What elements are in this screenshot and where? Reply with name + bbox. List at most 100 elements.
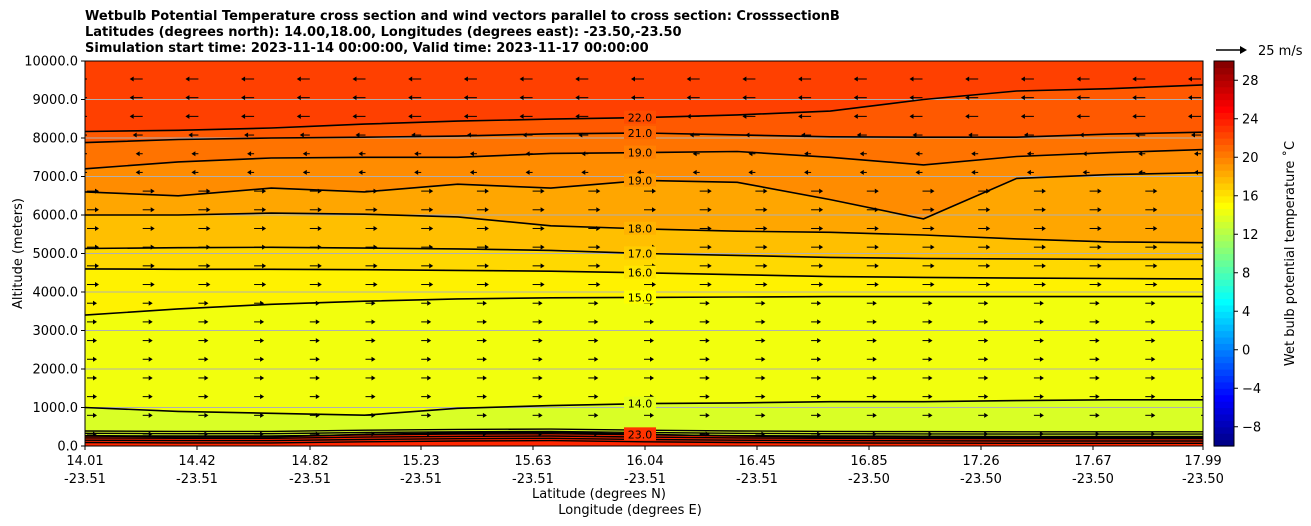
colorbar-segment [1214, 388, 1234, 396]
wind-vector-head [631, 95, 635, 101]
y-tick-label: 10000.0 [24, 55, 78, 70]
wind-vector-head [296, 95, 301, 101]
colorbar-segment [1214, 195, 1234, 203]
wind-vector-head [872, 394, 877, 400]
wind-vector-head [705, 412, 710, 418]
y-tick-label: 0.0 [57, 440, 78, 455]
wind-vector-head [637, 169, 641, 175]
wind-vector-head [986, 282, 991, 288]
colorbar-segment [1214, 381, 1234, 389]
wind-vector-head [484, 244, 489, 250]
wind-vector-head [427, 412, 432, 418]
wind-vector-head [482, 375, 487, 381]
wind-vector-head [315, 356, 320, 362]
wind-vector-head [1041, 282, 1046, 288]
wind-vector-head [1207, 319, 1211, 324]
wind-vector-head [1039, 319, 1044, 325]
wind-vector-head [185, 113, 190, 119]
wind-vector-head [1209, 245, 1213, 250]
wind-vector-head [594, 412, 599, 418]
wind-vector-head [317, 207, 322, 213]
wind-vector-head [650, 375, 654, 381]
x-tick-label-lat: 16.04 [626, 454, 663, 469]
wind-vector-head [95, 225, 99, 231]
wind-vector-head [150, 207, 155, 213]
wind-vector-head [355, 132, 360, 138]
wind-vector-head [148, 356, 153, 362]
colorbar-segment [1214, 176, 1234, 184]
wind-vector-head [262, 188, 267, 194]
wind-vector-head [930, 225, 935, 231]
colorbar-segment [1214, 112, 1234, 120]
wind-vector-head [748, 169, 753, 175]
wind-vector-head [191, 169, 196, 175]
wind-vector-head [859, 169, 864, 175]
wind-vector-head [1076, 113, 1081, 119]
x-tick-label-lat: 14.01 [66, 454, 103, 469]
wind-vector-head [244, 132, 249, 138]
colorbar-segment [1214, 394, 1234, 402]
x-axis-label-lat: Latitude (degrees N) [532, 487, 666, 502]
wind-vector-head [1209, 207, 1213, 212]
colorbar-segment [1214, 182, 1234, 190]
wind-vector-head [408, 113, 413, 119]
wind-vector-head [984, 338, 989, 344]
wind-vector-head [427, 300, 432, 306]
wind-vector-head [95, 207, 99, 213]
wind-vector-head [819, 282, 824, 288]
wind-vector-head [761, 394, 766, 400]
wind-vector-head [1095, 300, 1100, 306]
y-tick-label: 2000.0 [33, 363, 79, 378]
contour-label: 17.0 [628, 247, 653, 260]
colorbar-segment [1214, 86, 1234, 94]
wind-vector-head [874, 282, 879, 288]
wind-vector-head [804, 169, 809, 175]
wind-vector-head [358, 169, 363, 175]
wind-vector-head [80, 151, 84, 156]
wind-vector-head [1095, 319, 1100, 325]
wind-vector-head [581, 169, 586, 175]
wind-vector-head [853, 113, 858, 119]
wind-vector-head [650, 356, 654, 362]
wind-vector-head [1132, 95, 1137, 101]
wind-vector-head [74, 77, 78, 82]
wind-vector-head [148, 338, 153, 344]
wind-vector-head [482, 412, 487, 418]
wind-vector-head [262, 225, 267, 231]
wind-vector-head [652, 207, 656, 213]
wind-vector-head [859, 151, 864, 157]
wind-vector-head [763, 225, 768, 231]
x-tick-label-lat: 14.42 [178, 454, 215, 469]
x-tick-label-lon: -23.50 [848, 472, 890, 487]
wind-vector-head [429, 207, 434, 213]
wind-vector-head [872, 412, 877, 418]
wind-vector-head [1207, 357, 1211, 362]
wind-vector-head [429, 188, 434, 194]
wind-vector-head [132, 132, 137, 138]
colorbar-segment [1214, 375, 1234, 383]
wind-vector-head [1132, 76, 1137, 82]
wind-vector-head [247, 151, 252, 157]
wind-vector-head [150, 225, 155, 231]
wind-vector-head [1138, 151, 1143, 157]
colorbar: −8 −4 0 4 8 12 16 20 24 28 Wet bulb potential temp… [1213, 60, 1298, 447]
wind-vector-head [148, 412, 153, 418]
wind-vector-head [206, 188, 211, 194]
wind-vector-head [519, 76, 524, 82]
contour-label-bg [624, 396, 656, 410]
wind-vector-head [763, 188, 768, 194]
wind-vector-head [204, 375, 209, 381]
wind-vector-head [853, 76, 858, 82]
chart-title-line-2: Latitudes (degrees north): 14.00,18.00, … [85, 25, 682, 40]
wind-vector-head [819, 207, 824, 213]
wind-vector-head [742, 95, 747, 101]
wind-vector-head [1041, 263, 1046, 269]
wind-vector-head [463, 76, 468, 82]
wind-vector-head [206, 263, 211, 269]
wind-vector-head [1039, 300, 1044, 306]
wind-vector-head [469, 169, 474, 175]
wind-vector-head [74, 114, 78, 119]
wind-vector-head [1026, 151, 1031, 157]
colorbar-segment [1214, 324, 1234, 332]
wind-vector-head [538, 356, 543, 362]
